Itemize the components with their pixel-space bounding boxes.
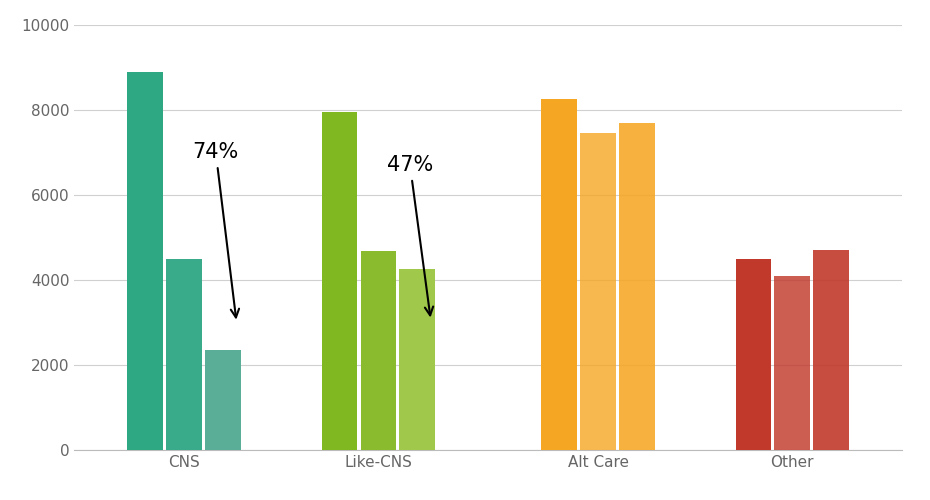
Bar — [580, 134, 616, 450]
Bar — [775, 276, 810, 450]
Bar — [541, 100, 578, 450]
Bar — [736, 259, 771, 450]
Text: 47%: 47% — [387, 155, 433, 316]
Bar — [127, 72, 164, 450]
Text: 74%: 74% — [193, 142, 239, 318]
Bar — [322, 112, 357, 450]
Bar — [619, 122, 655, 450]
Bar — [166, 259, 202, 450]
Bar — [399, 270, 435, 450]
Bar — [813, 250, 849, 450]
Bar — [206, 350, 241, 450]
Bar — [361, 251, 396, 450]
